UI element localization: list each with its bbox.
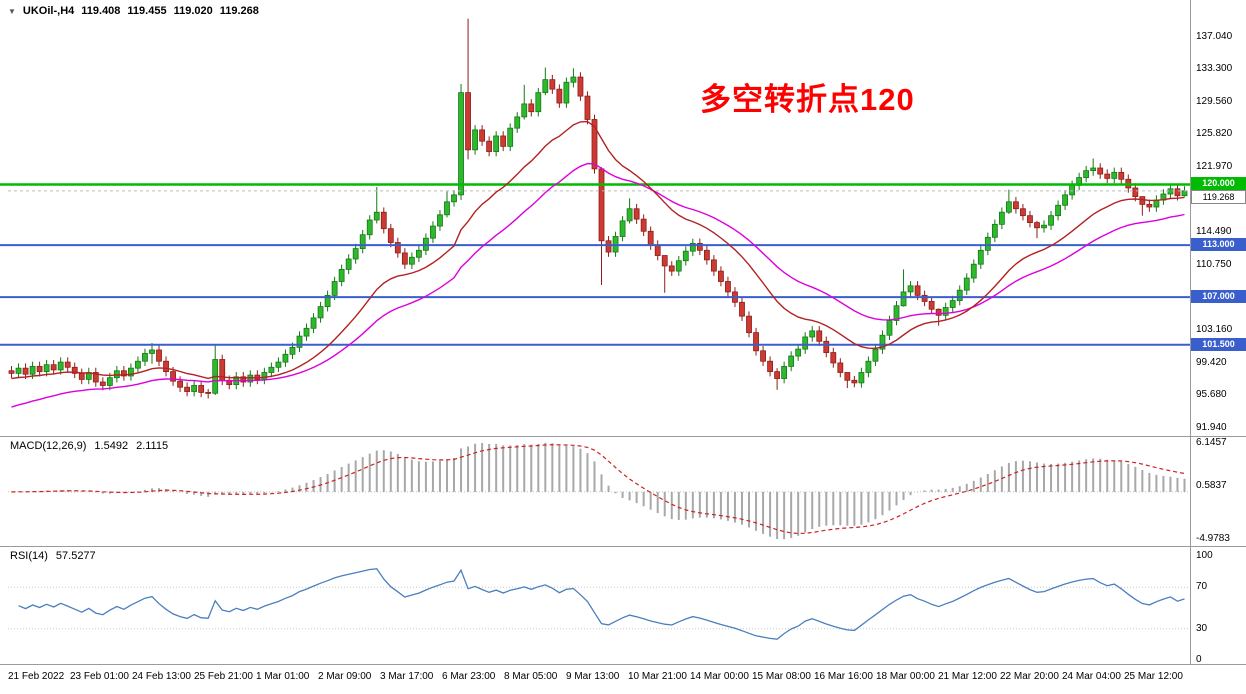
macd-name: MACD(12,26,9): [10, 440, 87, 452]
macd-value-main: 1.5492: [94, 440, 129, 452]
macd-value-signal: 2.1115: [136, 440, 169, 452]
panel-separator[interactable]: [0, 546, 1246, 547]
rsi-indicator-label: RSI(14) 57.5277: [10, 550, 96, 562]
rsi-value: 57.5277: [55, 550, 96, 562]
collapse-indicator-icon[interactable]: ▼: [8, 6, 16, 16]
macd-panel: [8, 442, 1188, 540]
rsi-name: RSI(14): [10, 550, 48, 562]
candles: [8, 18, 1188, 399]
quote-high: 119.455: [127, 5, 167, 17]
quote-close: 119.268: [219, 5, 259, 17]
symbol-quote: ▼ UKOil-,H4 119.408 119.455 119.020 119.…: [8, 5, 259, 17]
moving-averages: [11, 120, 1185, 408]
macd-indicator-label: MACD(12,26,9) 1.5492 2.1115: [10, 440, 168, 452]
symbol-name: UKOil-,H4: [22, 5, 75, 17]
panel-separator[interactable]: [0, 436, 1246, 437]
panel-separator[interactable]: [0, 664, 1246, 665]
rsi-panel: [8, 568, 1188, 640]
chart-annotation-text[interactable]: 多空转折点120: [700, 82, 915, 117]
quote-open: 119.408: [81, 5, 121, 17]
axis-separator: [1190, 0, 1191, 664]
quote-low: 119.020: [173, 5, 213, 17]
